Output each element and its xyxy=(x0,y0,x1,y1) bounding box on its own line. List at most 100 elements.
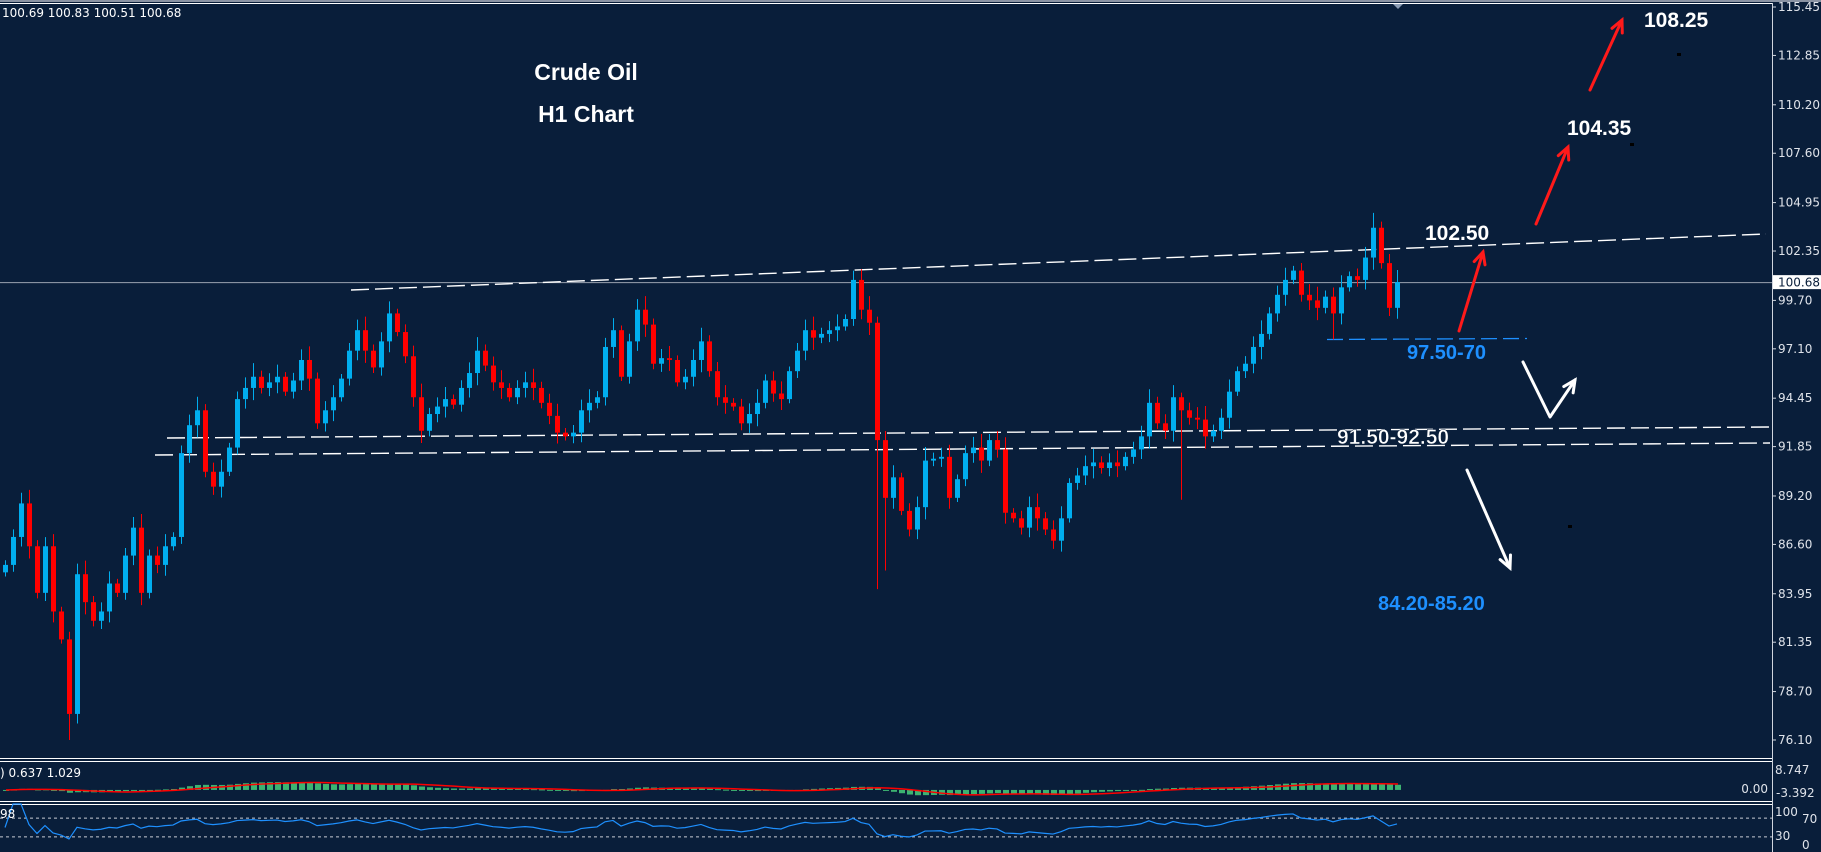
candle xyxy=(827,321,832,343)
candle xyxy=(267,373,272,397)
candle-body xyxy=(459,387,464,405)
candle-body xyxy=(779,393,784,400)
macd-histogram-bar xyxy=(987,789,993,794)
candle-body xyxy=(443,399,448,407)
candle-body xyxy=(195,410,200,426)
candle xyxy=(595,391,600,409)
chart-shift-marker-icon[interactable] xyxy=(1393,4,1403,9)
trendlines[interactable] xyxy=(154,233,1771,456)
candle-body xyxy=(1347,276,1352,288)
macd-histogram-bar xyxy=(307,782,313,790)
candle-body xyxy=(955,479,960,498)
candle-body xyxy=(283,376,288,392)
price-tick-label: 83.95 xyxy=(1778,587,1812,601)
candle-body xyxy=(1275,294,1280,314)
candle xyxy=(1123,452,1128,471)
candle xyxy=(163,534,168,576)
candle-body xyxy=(723,397,728,403)
candle-body xyxy=(275,376,280,383)
candle-body xyxy=(1075,475,1080,483)
candle-body xyxy=(1339,287,1344,314)
macd-histogram-bar xyxy=(939,789,945,795)
macd-histogram-bar xyxy=(515,788,521,790)
candle-body xyxy=(1155,402,1160,424)
candle-body xyxy=(187,425,192,454)
candle xyxy=(1179,392,1184,500)
candle-body xyxy=(1171,397,1176,431)
candle xyxy=(115,578,120,598)
macd-histogram-bar xyxy=(1043,789,1049,795)
candle-body xyxy=(475,350,480,374)
macd-histogram-bar xyxy=(475,788,481,790)
macd-histogram-bar xyxy=(275,782,281,790)
macd-histogram-bar xyxy=(427,787,433,790)
macd-histogram-bar xyxy=(1019,789,1025,795)
candle-body xyxy=(587,402,592,411)
candle xyxy=(715,362,720,406)
candle-body xyxy=(963,453,968,480)
price-tick-label: 107.60 xyxy=(1778,146,1820,160)
macd-histogram-bar xyxy=(819,788,825,790)
candle-body xyxy=(1043,518,1048,530)
candle-body xyxy=(1107,462,1112,469)
candle-body xyxy=(931,458,936,461)
candle-body xyxy=(467,373,472,388)
candle xyxy=(707,335,712,377)
candle-body xyxy=(1243,363,1248,372)
candle xyxy=(211,462,216,495)
candle xyxy=(11,529,16,572)
macd-histogram-bar xyxy=(67,789,73,793)
macd-histogram-bar xyxy=(483,788,489,790)
candle-body xyxy=(3,564,8,573)
macd-histogram-bar xyxy=(947,789,953,796)
candle-body xyxy=(315,378,320,424)
macd-histogram-bar xyxy=(251,782,257,790)
candle xyxy=(515,380,520,405)
macd-histogram-bar xyxy=(563,789,569,791)
candle-body xyxy=(1131,449,1136,457)
candle xyxy=(883,430,888,571)
candle-body xyxy=(1315,300,1320,308)
macd-histogram-bar xyxy=(299,782,305,790)
candle xyxy=(243,377,248,409)
price-tick-label: 97.10 xyxy=(1778,342,1812,356)
candle-body xyxy=(211,471,216,487)
candle-body xyxy=(691,359,696,377)
candle xyxy=(203,404,208,478)
candle xyxy=(195,396,200,438)
macd-histogram-bar xyxy=(979,789,985,794)
candle-body xyxy=(347,350,352,379)
candle-body xyxy=(1067,482,1072,519)
candle xyxy=(851,270,856,326)
candle xyxy=(739,398,744,431)
candle xyxy=(219,459,224,498)
candle-body xyxy=(43,546,48,593)
price-tick-label: 104.95 xyxy=(1778,196,1820,210)
macd-histogram-bar xyxy=(411,785,417,790)
macd-histogram-bar xyxy=(507,788,513,790)
candle-body xyxy=(11,536,16,565)
macd-histogram-bar xyxy=(1147,789,1153,791)
candle xyxy=(155,546,160,574)
rsi-tick: 100 xyxy=(1775,805,1798,819)
arrow-up-icon xyxy=(1457,248,1487,333)
candle xyxy=(67,631,72,740)
candle xyxy=(1211,424,1216,442)
candle xyxy=(1363,246,1368,290)
candle-body xyxy=(1179,397,1184,411)
macd-histogram-bar xyxy=(1051,789,1057,795)
candle xyxy=(1251,336,1256,374)
macd-signal-line xyxy=(5,781,1399,796)
support-near-line xyxy=(1326,337,1528,341)
macd-histogram-bar xyxy=(123,789,129,792)
macd-histogram-bar xyxy=(915,789,921,796)
candle xyxy=(355,319,360,361)
candle-body xyxy=(603,346,608,398)
candle xyxy=(547,393,552,425)
macd-histogram-bar xyxy=(627,788,633,790)
macd-histogram-bar xyxy=(1131,789,1137,791)
candle-body xyxy=(579,410,584,433)
candle xyxy=(779,381,784,411)
macd-histogram-bar xyxy=(1355,784,1361,790)
